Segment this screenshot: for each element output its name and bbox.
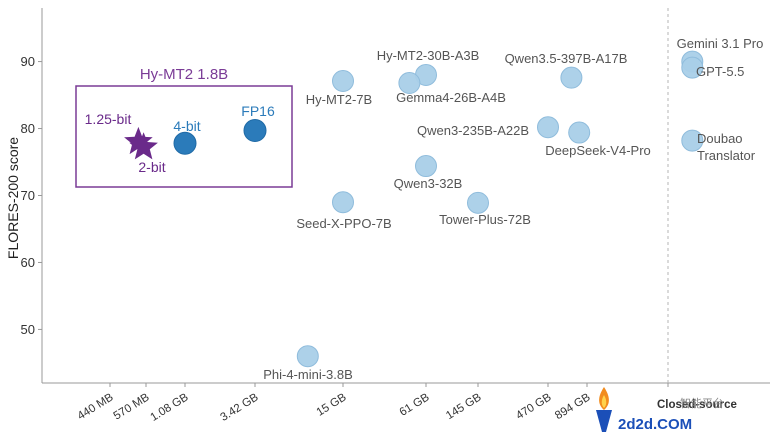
point-label: Qwen3.5-397B-A17B [505,51,628,66]
hy-mt2-group: Hy-MT2 1.8B [75,66,293,188]
torch-logo-icon [596,387,612,432]
y-axis-label: FLORES-200 score [5,137,21,259]
hy-mt2-points: 1.25-bit 2-bit 4-bit FP16 [85,103,275,175]
point-label: 2-bit [138,159,165,175]
hy-mt2-group-box [75,85,293,188]
y-tick-label: 80 [21,121,35,136]
scatter-point [332,69,354,92]
scatter-point [560,66,583,89]
x-tick-label: 440 MB [76,391,116,422]
data-points [296,50,704,368]
point-label: Qwen3-32B [394,176,463,191]
x-tick-label: 470 GB [514,391,554,422]
point-label: GPT-5.5 [696,64,744,79]
scatter-point [296,345,319,368]
x-tick-label: 61 GB [398,391,432,419]
x-tick-label: 15 GB [315,391,349,419]
point-label: Doubao [697,131,743,146]
scatter-point [568,121,591,144]
scatter-point [398,72,421,94]
y-axis-label-group: FLORES-200 score [5,137,21,259]
star-marker [129,132,158,160]
watermark-overlay-text: 智能平台 [680,396,724,410]
x-tick-label: 3.42 GB [218,391,260,424]
y-tick-label: 70 [21,188,35,203]
y-ticks: 50 60 70 80 90 [21,54,42,337]
point-labels: Hy-MT2-7B Hy-MT2-30B-A3B Gemma4-26B-A4B Qwe… [263,36,763,382]
point-label: Hy-MT2-7B [306,92,372,107]
point-label: Tower-Plus-72B [439,212,531,227]
scatter-point [537,116,559,139]
point-label: Seed-X-PPO-7B [296,216,391,231]
scatter-point [332,191,354,214]
point-label: Phi-4-mini-3.8B [263,367,353,382]
axes [41,8,770,384]
x-tick-label: 894 GB [553,391,593,422]
star-marker [124,126,153,155]
x-tick-label: Closed-source [657,399,737,411]
x-tick-label: 1.08 GB [148,391,190,424]
y-tick-label: 90 [21,54,35,69]
point-label: Hy-MT2-30B-A3B [377,48,480,63]
point-label: 4-bit [173,118,200,134]
x-tick-label: 570 MB [112,391,152,422]
scatter-point [415,155,437,178]
hy-mt2-group-title: Hy-MT2 1.8B [140,66,228,83]
point-label: Translator [697,148,756,163]
scatter-point [681,56,704,79]
scatter-point [467,191,489,214]
watermark-text: 2d2d.COM [618,416,692,433]
point-label: Gemini 3.1 Pro [677,36,764,51]
y-tick-label: 50 [21,322,35,337]
point-label: 1.25-bit [85,111,132,127]
x-tick-label: 145 GB [444,391,484,422]
point-label: DeepSeek-V4-Pro [545,143,651,158]
point-label: Qwen3-235B-A22B [417,123,529,138]
point-label: FP16 [241,103,275,119]
scatter-point [243,119,267,143]
point-label: Gemma4-26B-A4B [396,90,506,105]
scatter-point [173,131,197,155]
watermark: 2d2d.COM 智能平台 [596,387,724,433]
y-tick-label: 60 [21,255,35,270]
scatter-point [681,129,704,152]
